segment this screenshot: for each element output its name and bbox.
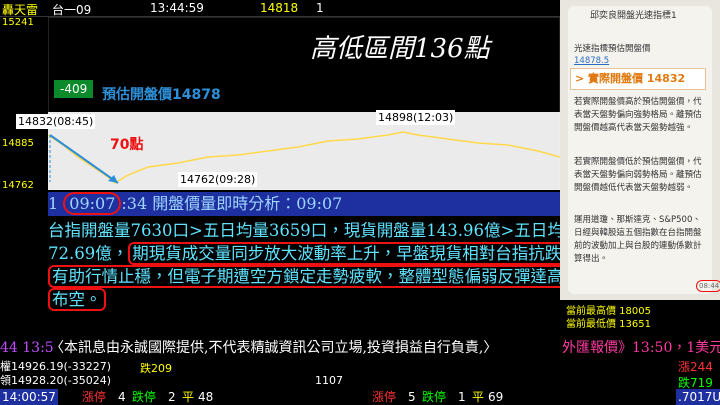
session-low: 當前最低價 13651 [566, 319, 651, 330]
open-label: 14832(08:45) [16, 114, 96, 129]
flat-label: 平 [472, 390, 485, 404]
header-index: 1 [48, 194, 59, 213]
drop-label: 70點 [110, 137, 144, 153]
plot-light-band [48, 112, 560, 190]
msg-time: 08:44 [696, 280, 720, 292]
down-count: 跌719 [678, 376, 713, 390]
analysis-line: 72.69億， 期現貨成交量同步放大波動率上升，早盤現貨相對台指抗跌 [48, 242, 560, 265]
low-label: 14762(09:28) [178, 172, 258, 187]
actual-open: > 實際開盤價 14832 [570, 68, 706, 90]
header-rest: :34 開盤價量即時分析：09:07 [121, 194, 343, 213]
ticker-left: 44 13:5 [0, 340, 54, 356]
estimate-label: 預估開盤價14878 [102, 87, 221, 103]
limit-label: 跌停 [422, 390, 447, 404]
sender: 邱奕良開盤光速指標1 [590, 11, 677, 21]
analysis-highlight: 有助行情止穩，但電子期遭空方鎖定走勢疲軟，整體型態偏弱反彈達高 [48, 265, 560, 288]
change-badge: -409 [54, 80, 94, 98]
mid-quote: 跌209 [140, 362, 172, 375]
fx-tail: .7017U [676, 389, 720, 405]
symbol: 台一09 [52, 3, 92, 17]
app-name: 轟天雷 [2, 3, 39, 17]
flat-label: 平 [182, 390, 195, 404]
paragraph: 運用道瓊、那斯達克、S&P500、日經與韓股這五個指數在台指開盤前的波動加上與台… [574, 215, 702, 264]
estimate-value[interactable]: 14878.5 [574, 56, 610, 66]
index-quote: 權14926.19(-33227) [0, 360, 112, 373]
analysis-line: 有助行情止穩，但電子期遭空方鎖定走勢疲軟，整體型態偏弱反彈達高 [48, 265, 560, 288]
price-line [48, 131, 560, 184]
price-chart [48, 17, 560, 190]
volume: 1 [316, 1, 324, 15]
y-label: 14762 [2, 180, 34, 191]
top-bar: 轟天雷 台一09 13:44:59 14818 1 [0, 0, 560, 17]
y-label: 15241 [2, 17, 34, 28]
arrow-head [108, 175, 118, 183]
fx-quote: 外匯報價》13:50，1美元 [562, 340, 720, 356]
limit-count: 1 [458, 390, 466, 404]
message-card [568, 6, 712, 294]
limit-label: 漲停 [82, 390, 107, 404]
limit-label: 漲停 [372, 390, 397, 404]
paragraph: 若實際開盤價低於預估開盤價，代表當天盤勢偏向弱勢格局。離預估開盤價越低代表當天盤… [574, 157, 702, 193]
estimate-title: 光速指標預估開盤價 [574, 44, 651, 54]
analysis-line: 布空。 [48, 288, 560, 311]
range-title: 高低區間136點 [310, 34, 490, 64]
up-count: 漲244 [678, 360, 713, 374]
limit-count: 5 [408, 390, 416, 404]
flat-count: 69 [488, 390, 504, 404]
analysis-line: 台指開盤量7630口>五日均量3659口，現貨開盤量143.96億>五日均量 [48, 221, 560, 240]
disclaimer: 〈本訊息由永誠國際提供,不代表精誠資訊公司立場,投資損益自行負責,〉 [50, 340, 498, 356]
analysis-header: 1 09:07:34 開盤價量即時分析：09:07 [48, 192, 560, 216]
mid-quote: 1107 [315, 374, 343, 387]
y-label: 14885 [2, 138, 34, 149]
paragraph: 若實際開盤價高於預估開盤價，代表當天盤勢偏向強勢格局。離預估開盤價越高代表當天盤… [574, 97, 702, 133]
status-row: 14:00:57 漲停 4 跌停 2 平 48 漲停 5 跌停 1 平 69 .… [0, 389, 720, 405]
header-time: 09:07 [63, 192, 122, 215]
ticker: 44 13:5 〈本訊息由永誠國際提供,不代表精誠資訊公司立場,投資損益自行負責… [0, 338, 720, 358]
limit-count: 2 [168, 390, 176, 404]
limit-count: 4 [118, 390, 126, 404]
analysis-highlight: 期現貨成交量同步放大波動率上升，早盤現貨相對台指抗跌 [128, 242, 560, 265]
limit-label: 跌停 [132, 390, 157, 404]
session-high: 當前最高價 18005 [566, 306, 651, 317]
analysis-text: 台指開盤量7630口>五日均量3659口，現貨開盤量143.96億>五日均量 7… [48, 219, 560, 311]
phone-panel: 邱奕良開盤光速指標1 光速指標預估開盤價 14878.5 > 實際開盤價 148… [560, 0, 720, 300]
flat-count: 48 [198, 390, 214, 404]
status-time: 14:00:57 [0, 389, 58, 405]
clock: 13:44:59 [150, 1, 204, 15]
last-price: 14818 [260, 1, 299, 15]
analysis-plain: 72.69億， [48, 244, 129, 263]
analysis-highlight: 布空。 [48, 288, 106, 311]
index-quote: 領14928.20(-35024) [0, 374, 112, 387]
drop-arrow [49, 134, 119, 184]
high-label: 14898(12:03) [376, 110, 456, 125]
